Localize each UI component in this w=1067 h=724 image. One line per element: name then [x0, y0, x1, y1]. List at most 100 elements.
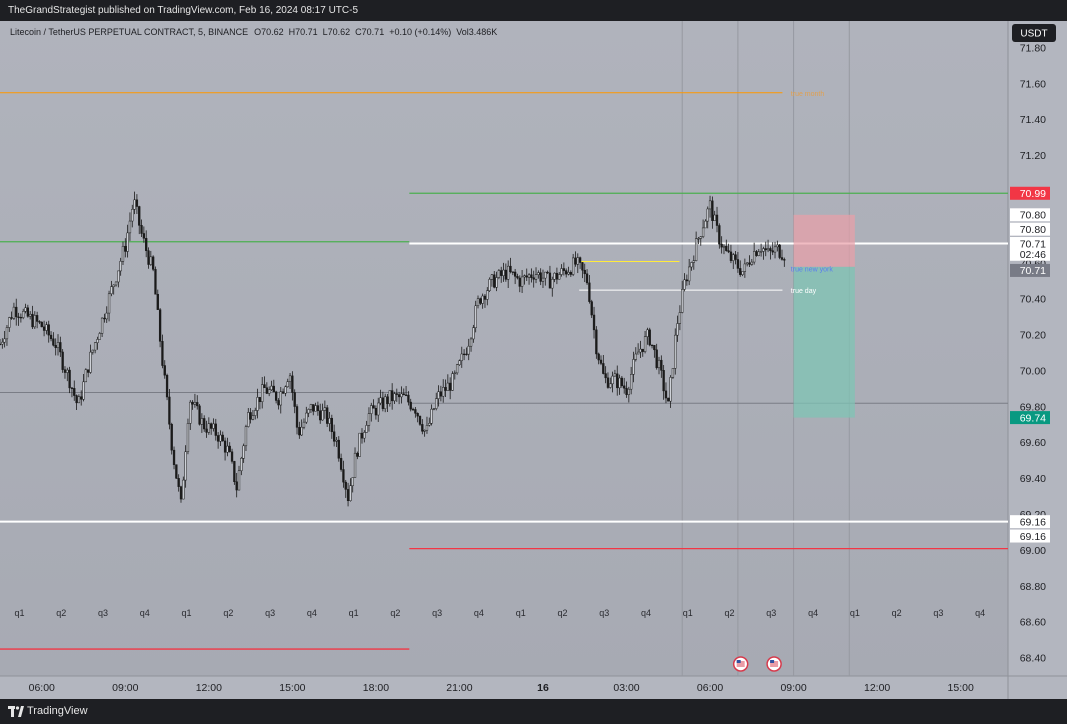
candle: [45, 321, 48, 335]
candle: [667, 397, 670, 402]
candle: [739, 260, 742, 277]
time-axis[interactable]: [0, 676, 1067, 699]
candle: [425, 416, 429, 434]
quarter-label: q2: [892, 608, 902, 618]
candle: [671, 368, 675, 379]
quarter-label: q4: [307, 608, 317, 618]
time-tick: 09:00: [780, 682, 806, 694]
candle: [565, 268, 568, 278]
price-tag-gray: 70.71: [1010, 263, 1050, 277]
legend-volume: Vol3.486K: [456, 27, 497, 37]
candle: [263, 376, 266, 388]
candle: [22, 308, 25, 320]
candle: [332, 424, 336, 447]
candle: [91, 349, 94, 355]
candle: [391, 383, 394, 410]
candle: [370, 402, 373, 422]
candle: [771, 242, 774, 256]
candle: [156, 289, 159, 310]
candle: [481, 293, 484, 309]
publish-bar: TheGrandStrategist published on TradingV…: [0, 0, 1067, 21]
candle: [407, 391, 410, 406]
candle: [59, 336, 62, 357]
candle: [641, 348, 644, 357]
candle: [483, 293, 487, 308]
candle: [358, 432, 361, 457]
candle: [539, 268, 542, 286]
candle: [75, 394, 78, 410]
quarter-label: q2: [223, 608, 233, 618]
candle: [242, 443, 245, 463]
candle: [265, 382, 269, 395]
price-tick: 70.40: [1020, 294, 1046, 306]
candle: [421, 419, 424, 435]
quarter-label: q4: [140, 608, 150, 618]
candle: [237, 465, 241, 491]
candle: [207, 417, 210, 435]
candle: [520, 270, 524, 294]
candle: [100, 317, 104, 338]
price-tick: 71.60: [1020, 78, 1046, 90]
candle: [38, 320, 41, 325]
candle: [597, 352, 600, 365]
plot-area[interactable]: [0, 21, 1008, 676]
candle: [151, 255, 155, 272]
take-profit-zone[interactable]: [793, 266, 855, 418]
candle: [256, 388, 259, 419]
candle: [706, 206, 709, 229]
price-chart[interactable]: true new york true day true month q1 q2 q3 q4…: [0, 21, 1067, 699]
candle: [620, 375, 624, 388]
candle: [783, 257, 786, 267]
candle: [759, 243, 763, 257]
time-tick: 16: [537, 682, 549, 694]
quarter-label: q4: [975, 608, 985, 618]
currency-button[interactable]: USDT: [1012, 24, 1056, 42]
candle: [423, 429, 426, 437]
candle: [627, 386, 630, 403]
quarter-label: q1: [850, 608, 860, 618]
price-tag-white: 70.80: [1010, 222, 1050, 236]
candle: [541, 269, 545, 288]
candle: [546, 270, 549, 275]
candle: [105, 306, 108, 323]
candle: [161, 334, 164, 369]
candle: [42, 320, 46, 337]
candle: [571, 253, 575, 277]
candle: [110, 280, 113, 297]
candle: [277, 398, 280, 410]
candle: [683, 273, 686, 292]
candle: [437, 385, 440, 407]
candle: [346, 482, 350, 507]
candle: [356, 451, 359, 460]
candle: [339, 453, 343, 472]
candle: [82, 373, 85, 402]
quarter-label: q1: [349, 608, 359, 618]
candle: [507, 260, 510, 289]
candle: [87, 369, 90, 378]
price-tick: 68.40: [1020, 653, 1046, 665]
candle: [734, 251, 737, 265]
candle: [402, 388, 405, 396]
candle: [655, 343, 658, 370]
footer-brand: TradingView: [27, 705, 88, 717]
candle: [291, 371, 294, 401]
legend-close: C70.71: [355, 27, 384, 37]
price-axis[interactable]: [1008, 21, 1067, 676]
price-tick: 70.20: [1020, 330, 1046, 342]
candle: [479, 297, 482, 306]
candle: [664, 382, 668, 404]
candle: [602, 354, 605, 375]
candle: [609, 377, 612, 389]
price-tick: 69.60: [1020, 437, 1046, 449]
candle: [662, 364, 665, 400]
us-flag-event-icon[interactable]: [732, 656, 749, 672]
candle: [172, 446, 176, 470]
quarter-label: q4: [808, 608, 818, 618]
candle: [249, 408, 252, 424]
candle: [235, 472, 238, 498]
us-flag-event-icon[interactable]: [766, 656, 782, 672]
stop-loss-zone[interactable]: [793, 214, 855, 267]
candle: [576, 253, 579, 274]
candle: [258, 397, 262, 410]
candles: [0, 191, 786, 507]
